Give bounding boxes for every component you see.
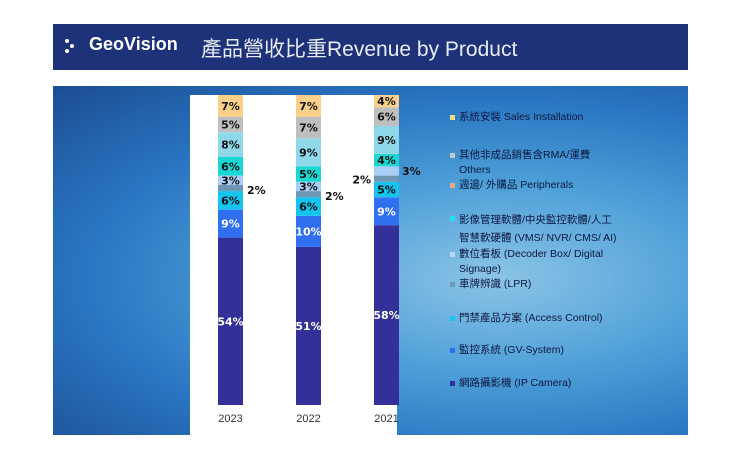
data-label: 7%: [299, 122, 318, 135]
header-bar: GeoVision 產品營收比重Revenue by Product: [53, 24, 688, 70]
data-label: 5%: [221, 118, 240, 131]
data-label: 6%: [377, 111, 396, 124]
bar-segment: [296, 166, 321, 182]
legend-swatch: [450, 153, 455, 158]
page-title: 產品營收比重Revenue by Product: [201, 38, 518, 61]
bar-segment: [218, 209, 243, 238]
data-label: 6%: [221, 194, 240, 207]
legend-swatch: [450, 115, 455, 120]
bar-segment: [218, 175, 243, 185]
legend-label: 門禁產品方案 (Access Control): [459, 312, 603, 324]
data-label: 54%: [217, 315, 243, 328]
legend-label: 影像管理軟體/中央監控軟體/人工: [459, 214, 612, 226]
legend-label: 系統安裝 Sales Installation: [459, 111, 584, 123]
legend-swatch: [450, 282, 455, 287]
bar-segment: [218, 132, 243, 157]
bar-segment: [218, 184, 243, 192]
legend-label: 數位看板 (Decoder Box/ Digital: [459, 248, 604, 260]
bar-segment: [374, 153, 399, 167]
data-label: 3%: [221, 174, 240, 187]
data-label: 9%: [299, 146, 318, 159]
legend-label: 其他非成品銷售含RMA/運費: [459, 149, 591, 161]
bar-segment: [296, 116, 321, 139]
data-label: 10%: [295, 225, 321, 238]
bar-segment: [296, 215, 321, 247]
legend-item: 門禁產品方案 (Access Control): [450, 311, 639, 326]
legend-swatch: [450, 252, 455, 257]
x-tick-label: 2022: [296, 413, 320, 425]
data-label: 5%: [299, 168, 318, 181]
bar-segment: [296, 191, 321, 198]
bar-segment: [374, 126, 399, 154]
legend-item: 其他非成品銷售含RMA/運費 Others: [450, 148, 639, 178]
legend-label: 週邊/ 外購品 Peripherals: [459, 179, 574, 191]
bar-segment: [218, 116, 243, 133]
data-label: 3%: [299, 180, 318, 193]
legend-item: 數位看板 (Decoder Box/ Digital Signage): [450, 247, 639, 277]
bar-segment: [374, 181, 399, 198]
bar-segment: [296, 246, 321, 405]
bar-segment: [218, 237, 243, 405]
bar-segment: [374, 95, 399, 108]
data-label: 8%: [221, 139, 240, 152]
data-label: 3%: [402, 165, 421, 178]
bar-segment: [374, 107, 399, 126]
bar-segment: [374, 225, 399, 405]
data-label: 9%: [377, 205, 396, 218]
data-label: 6%: [299, 201, 318, 214]
bar-segment: [296, 138, 321, 167]
data-label: 7%: [299, 100, 318, 113]
bar-segment: [374, 175, 399, 182]
legend-item: 監控系統 (GV-System): [450, 343, 639, 358]
x-tick-label: 2021: [374, 413, 398, 425]
bar-segment: [374, 166, 399, 176]
legend-item: 網路攝影機 (IP Camera): [450, 376, 639, 391]
bar-segment: [296, 197, 321, 216]
bar-segment: [374, 197, 399, 226]
data-label: 6%: [221, 160, 240, 173]
legend-item: 週邊/ 外購品 Peripherals: [450, 178, 639, 193]
bar-segment: [218, 157, 243, 176]
data-label: 2%: [325, 190, 344, 203]
data-label: 9%: [221, 218, 240, 231]
legend-swatch: [450, 183, 455, 188]
legend-label-cont: Others: [459, 164, 491, 176]
legend-label-cont: 智慧軟硬體 (VMS/ NVR/ CMS/ AI): [459, 232, 617, 244]
legend-item: 車牌辨識 (LPR): [450, 277, 639, 292]
legend-swatch: [450, 316, 455, 321]
data-label: 9%: [377, 134, 396, 147]
data-label: 4%: [377, 154, 396, 167]
data-label: 2%: [247, 184, 266, 197]
legend-label: 監控系統 (GV-System): [459, 344, 565, 356]
legend-label: 網路攝影機 (IP Camera): [459, 377, 572, 389]
bar-segment: [218, 191, 243, 210]
data-label: 58%: [373, 309, 399, 322]
legend-label-cont: Signage): [459, 263, 502, 275]
bar-segment: [218, 95, 243, 117]
legend-item: 影像管理軟體/中央監控軟體/人工 智慧軟硬體 (VMS/ NVR/ CMS/ AI…: [450, 211, 639, 247]
bar-segment: [296, 181, 321, 192]
legend-swatch: [450, 216, 455, 221]
logo-icon: [65, 39, 75, 53]
legend-item: 系統安裝 Sales Installation: [450, 110, 639, 125]
stacked-bar-chart: 54%9%6%2%3%6%8%5%7%202351%10%6%2%3%5%9%7…: [217, 95, 421, 425]
data-label: 4%: [377, 95, 396, 108]
data-label: 7%: [221, 100, 240, 113]
data-label: 2%: [352, 174, 371, 187]
x-tick-label: 2023: [218, 413, 242, 425]
legend-swatch: [450, 348, 455, 353]
plot-area: 54% 9% 6% 2% 3% 6% 8% 5% 7% 2023 51% 10% 6% 2% 3% 5% 9% 7…: [190, 95, 421, 435]
brand-name: GeoVision: [89, 34, 178, 54]
legend-label: 車牌辨識 (LPR): [459, 278, 532, 290]
data-label: 51%: [295, 320, 321, 333]
data-label: 5%: [377, 184, 396, 197]
bar-segment: [296, 95, 321, 117]
legend-swatch: [450, 381, 455, 386]
